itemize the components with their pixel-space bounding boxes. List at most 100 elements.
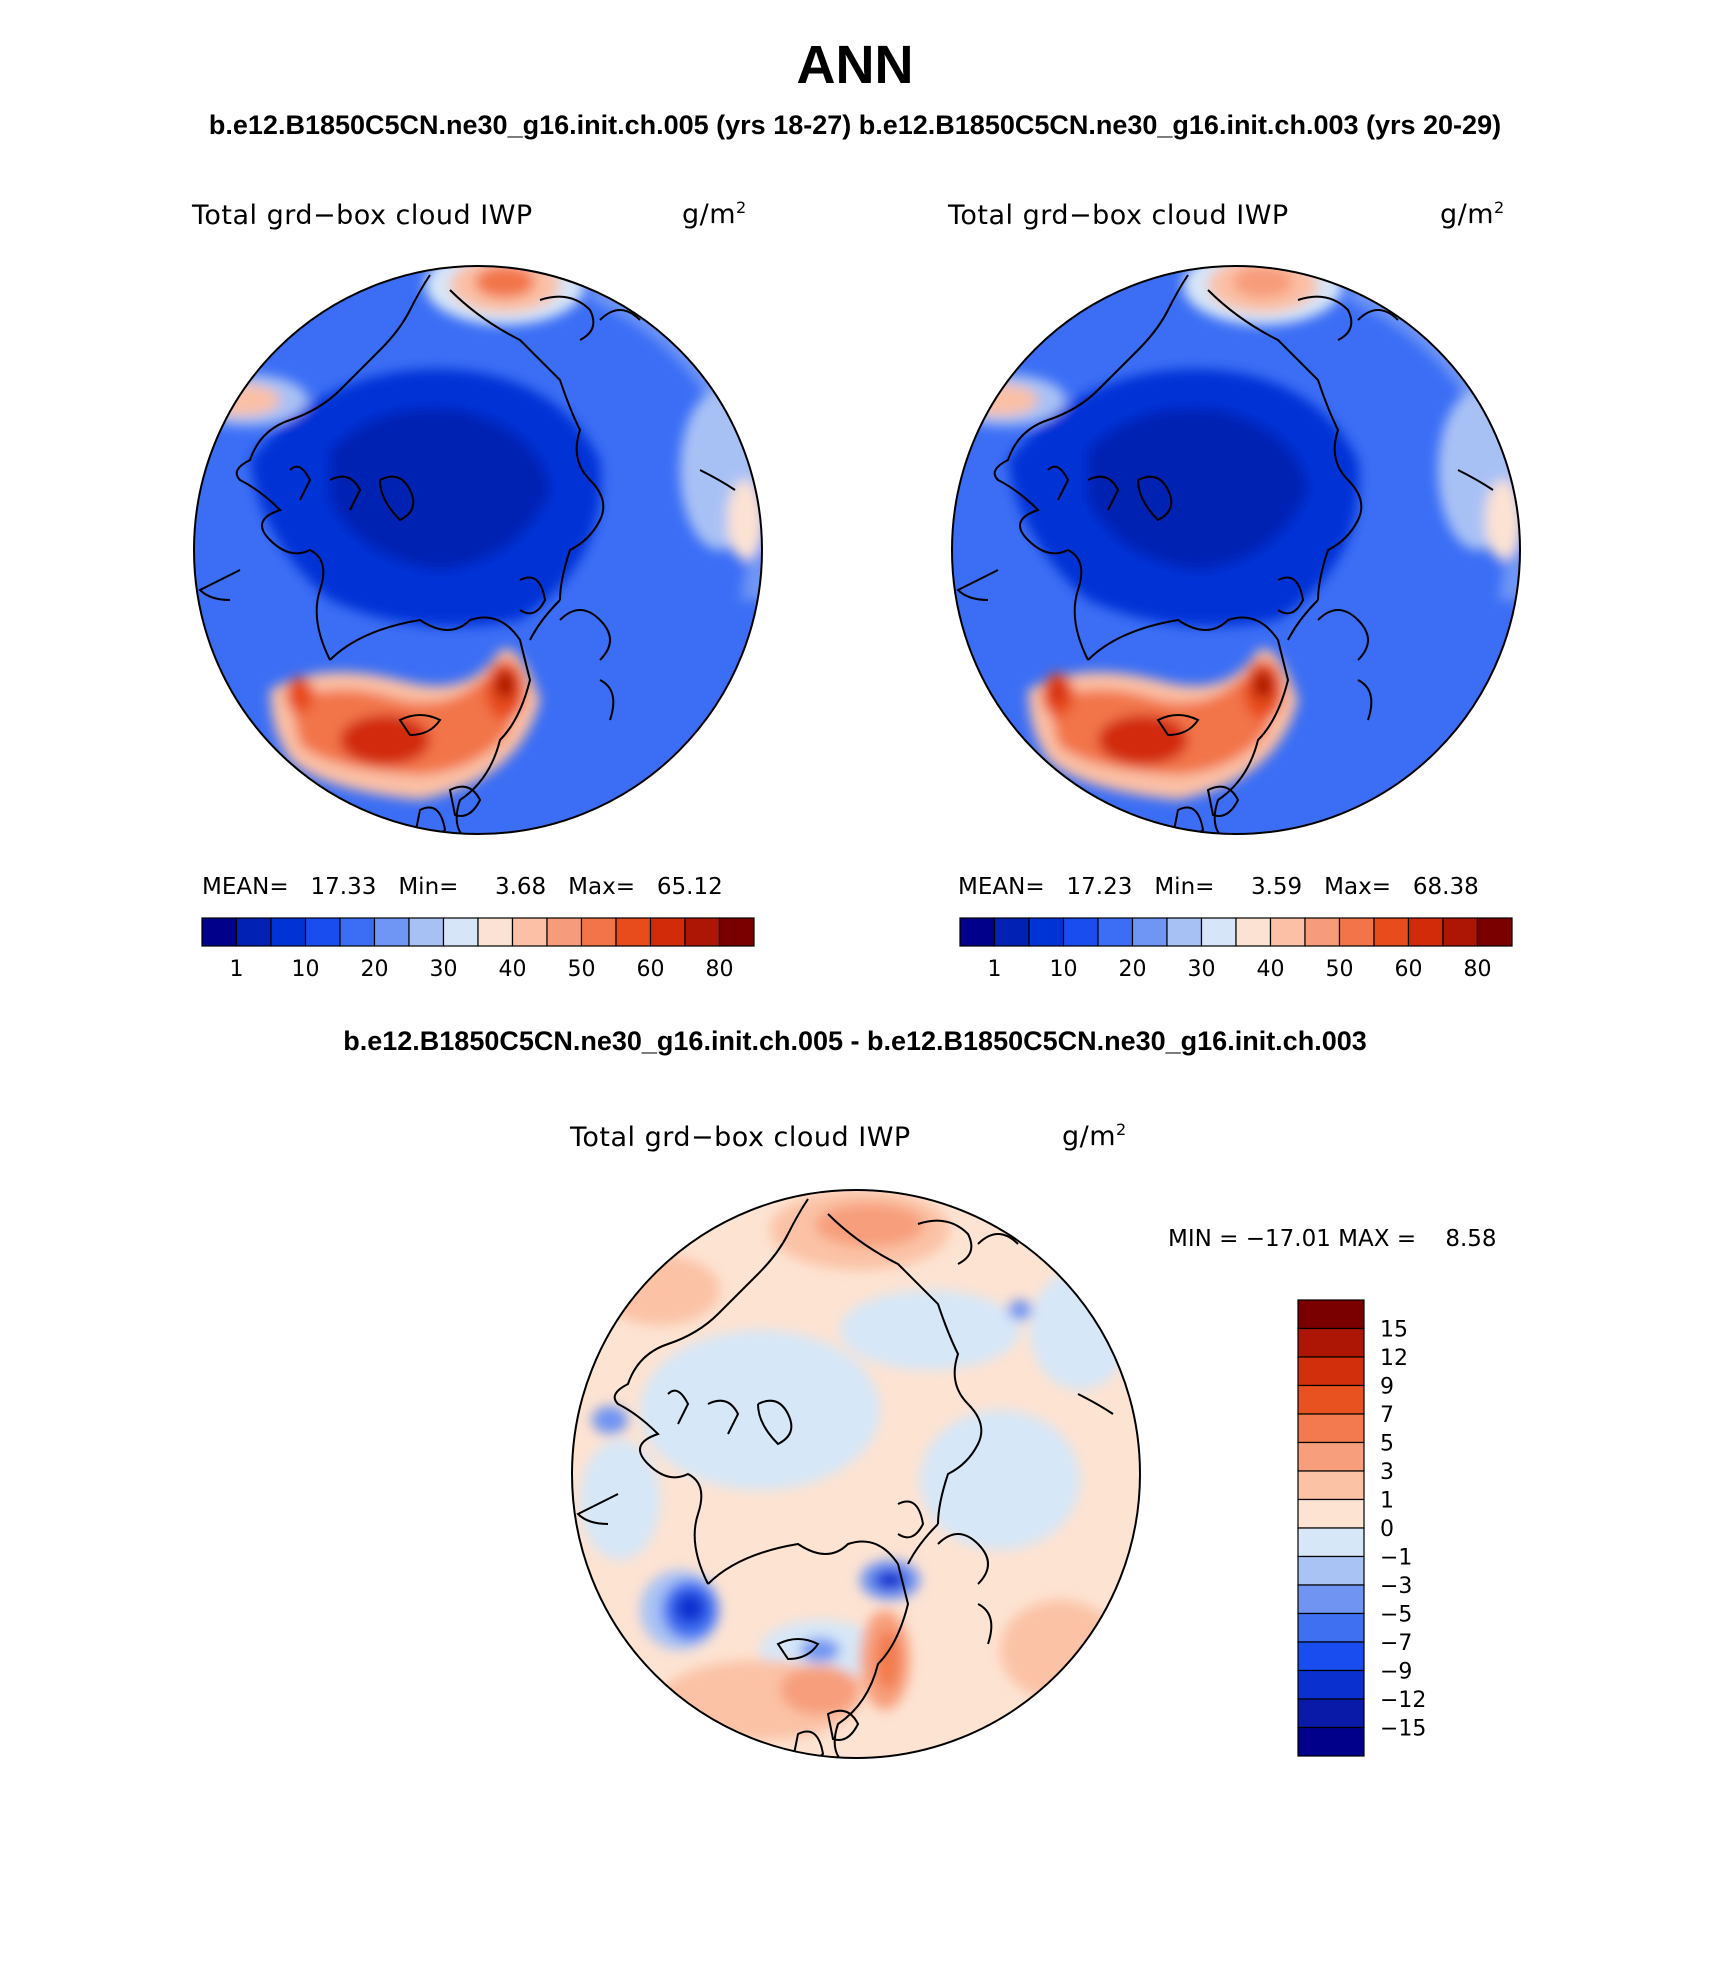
- panel-2-units-base: g/m: [1440, 199, 1495, 230]
- colorbar-diff-swatch: [1297, 1470, 1365, 1501]
- diff-units-base: g/m: [1062, 1121, 1117, 1152]
- panel-1-units-exponent: 2: [736, 198, 747, 217]
- colorbar-1-tick-label: 60: [637, 957, 665, 982]
- colorbar-2-tick-label: 50: [1326, 957, 1354, 982]
- colorbar-1-swatch: [511, 917, 548, 947]
- colorbar-diff-swatch: [1297, 1698, 1365, 1729]
- colorbar-2-swatch: [1373, 917, 1410, 947]
- colorbar-panel-2: 1 10 20 30 40 50 60 80: [959, 917, 1513, 982]
- main-title: ANN: [796, 35, 914, 95]
- colorbar-1-swatch: [201, 917, 238, 947]
- panel-1-mean-value: 17.33: [310, 874, 377, 900]
- panel-2-units-exponent: 2: [1494, 198, 1505, 217]
- colorbar-1-tick-label: 80: [706, 957, 734, 982]
- colorbar-diff-tick-label: 15: [1380, 1318, 1408, 1343]
- colorbar-2-tick-label: 80: [1464, 957, 1492, 982]
- panel-2-min-value: 3.59: [1250, 874, 1303, 900]
- colorbar-1-swatch: [442, 917, 479, 947]
- panel-1-mean-label: MEAN=: [202, 874, 289, 900]
- colorbar-2-tick-label: 30: [1188, 957, 1216, 982]
- colorbar-2-tick-label: 1: [988, 957, 1002, 982]
- colorbar-1-swatch: [718, 917, 755, 947]
- map-panel-2: [951, 265, 1521, 835]
- colorbar-2-swatch: [1442, 917, 1479, 947]
- colorbar-diff-swatch: [1297, 1327, 1365, 1358]
- colorbar-2-tick-label: 10: [1050, 957, 1078, 982]
- colorbar-2-swatch: [1200, 917, 1237, 947]
- colorbar-1-tick-label: 50: [568, 957, 596, 982]
- panel-2-max-value: 68.38: [1412, 874, 1479, 900]
- colorbar-diff-tick-label: 12: [1380, 1346, 1408, 1371]
- panel-1-stats: MEAN= 17.33 Min= 3.68 Max= 65.12: [202, 874, 723, 900]
- diff-units: g/m2: [1062, 1120, 1127, 1152]
- colorbar-diff-swatch: [1297, 1527, 1365, 1558]
- colorbar-2-swatch: [1476, 917, 1513, 947]
- panel-1-units-base: g/m: [682, 199, 737, 230]
- colorbar-diff-tick-label: −5: [1380, 1603, 1412, 1628]
- colorbar-2-swatch: [1235, 917, 1272, 947]
- colorbar-2-tick-label: 60: [1395, 957, 1423, 982]
- colorbar-1-swatch: [684, 917, 721, 947]
- panel-1-units: g/m2: [682, 198, 747, 230]
- colorbar-panel-1: 1 10 20 30 40 50 60 80: [201, 917, 755, 982]
- diff-max-value: 8.58: [1445, 1226, 1497, 1252]
- panel-2-field-label: Total grd−box cloud IWP: [948, 200, 1289, 231]
- colorbar-1-tick-label: 40: [499, 957, 527, 982]
- colorbar-2-swatch: [1131, 917, 1168, 947]
- diff-units-exponent: 2: [1116, 1120, 1127, 1139]
- colorbar-1-swatch: [580, 917, 617, 947]
- colorbar-2-swatch: [959, 917, 996, 947]
- colorbar-diff-tick-label: −15: [1380, 1717, 1426, 1742]
- panel-2-mean-value: 17.23: [1066, 874, 1133, 900]
- colorbar-1-swatch: [304, 917, 341, 947]
- colorbar-diff-swatch: [1297, 1555, 1365, 1586]
- colorbar-diff-swatch: [1297, 1641, 1365, 1672]
- colorbar-diff-tick-label: 9: [1380, 1375, 1394, 1400]
- colorbar-2-tick-label: 20: [1119, 957, 1147, 982]
- panel-2-stats: MEAN= 17.23 Min= 3.59 Max= 68.38: [958, 874, 1479, 900]
- colorbar-2-swatch: [1269, 917, 1306, 947]
- panel-1-field-label: Total grd−box cloud IWP: [192, 200, 533, 231]
- diff-field-label: Total grd−box cloud IWP: [570, 1122, 911, 1153]
- colorbar-diff-tick-label: −12: [1380, 1688, 1426, 1713]
- colorbar-1-swatch: [270, 917, 307, 947]
- colorbar-diff-tick-label: 1: [1380, 1489, 1394, 1514]
- panel-2-min-label: Min=: [1154, 874, 1215, 900]
- map-2-boundary: [951, 265, 1521, 835]
- colorbar-2-swatch: [1028, 917, 1065, 947]
- colorbar-diff-swatch: [1297, 1612, 1365, 1643]
- colorbar-diff-tick-label: −7: [1380, 1631, 1412, 1656]
- colorbar-2-swatch: [1304, 917, 1341, 947]
- diff-minmax: MIN = −17.01 MAX = 8.58: [1168, 1226, 1497, 1252]
- colorbar-diff-swatch: [1297, 1299, 1365, 1330]
- colorbar-2-tick-label: 40: [1257, 957, 1285, 982]
- diff-min-value: −17.01: [1245, 1226, 1331, 1252]
- colorbar-2-swatch: [1407, 917, 1444, 947]
- colorbar-1-swatch: [477, 917, 514, 947]
- diff-max-label: MAX =: [1338, 1226, 1417, 1252]
- colorbar-diff-tick-label: 3: [1380, 1460, 1394, 1485]
- colorbar-1-swatch: [235, 917, 272, 947]
- panel-1-max-label: Max=: [568, 874, 635, 900]
- colorbar-2-swatch: [1166, 917, 1203, 947]
- colorbar-diff-swatch: [1297, 1441, 1365, 1472]
- colorbar-diff-tick-label: 5: [1380, 1432, 1394, 1457]
- panel-1-min-value: 3.68: [494, 874, 547, 900]
- colorbar-diff-swatch: [1297, 1413, 1365, 1444]
- panel-2-units: g/m2: [1440, 198, 1505, 230]
- diff-min-label: MIN =: [1168, 1226, 1239, 1252]
- panel-2-max-label: Max=: [1324, 874, 1391, 900]
- colorbar-1-swatch: [615, 917, 652, 947]
- colorbar-1-swatch: [649, 917, 686, 947]
- subtitle: b.e12.B1850C5CN.ne30_g16.init.ch.005 (yr…: [208, 110, 1502, 140]
- panel-1-min-label: Min=: [398, 874, 459, 900]
- colorbar-diff-swatch: [1297, 1384, 1365, 1415]
- colorbar-diff-tick-label: 0: [1380, 1517, 1394, 1542]
- colorbar-diff-swatch: [1297, 1584, 1365, 1615]
- colorbar-2-swatch: [1097, 917, 1134, 947]
- colorbar-1-swatch: [339, 917, 376, 947]
- panel-2-mean-label: MEAN=: [958, 874, 1045, 900]
- colorbar-diff-tick-label: −9: [1380, 1660, 1412, 1685]
- map-panel-1: [193, 265, 763, 835]
